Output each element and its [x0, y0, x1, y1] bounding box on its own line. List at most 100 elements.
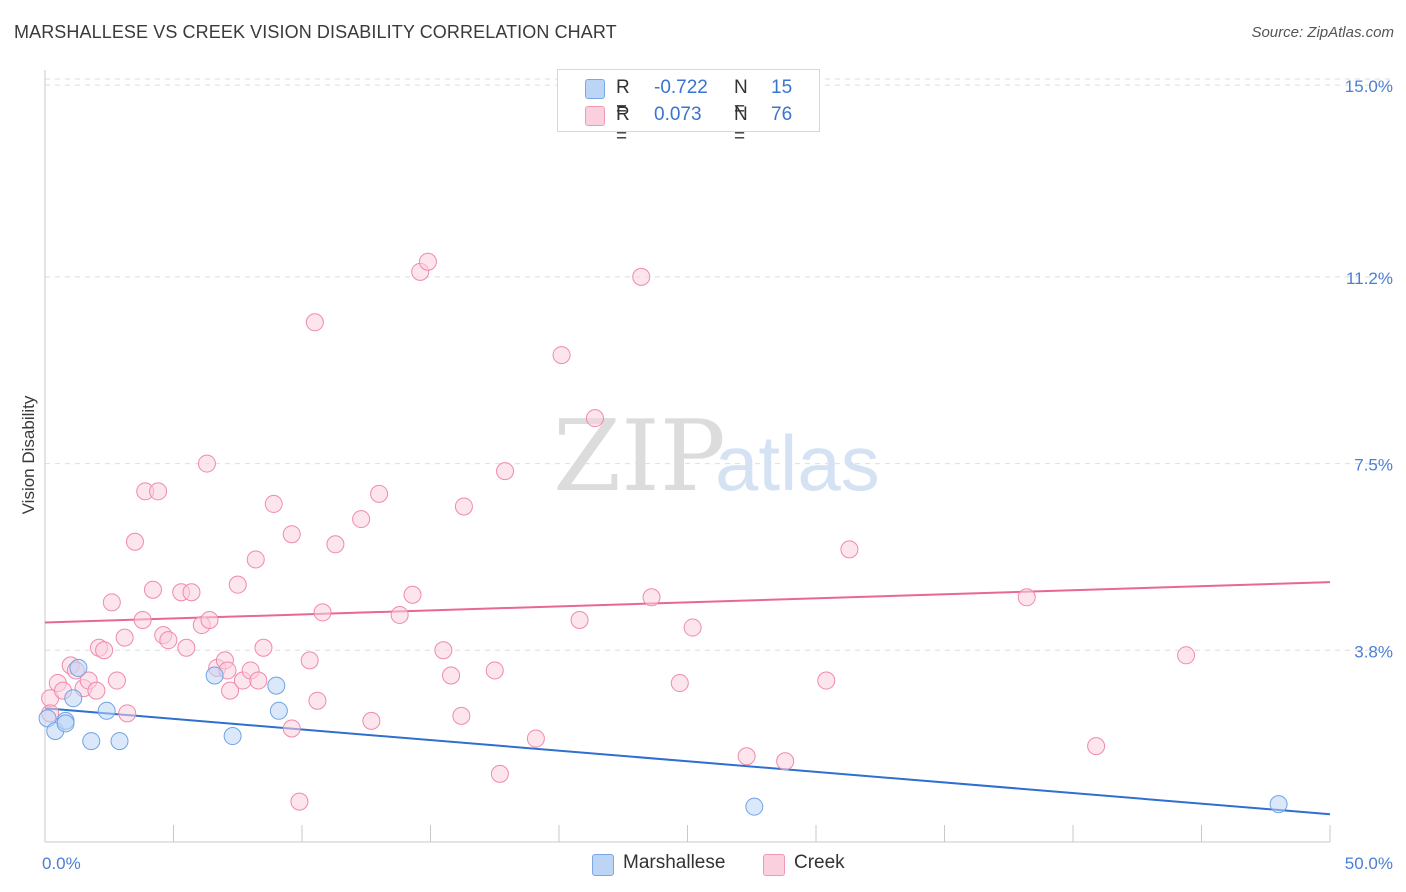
chart-source: Source: ZipAtlas.com	[1251, 24, 1394, 41]
point-creek-8	[87, 681, 106, 700]
point-creek-13	[115, 628, 134, 647]
legend-n-value: 15	[771, 77, 793, 98]
point-marshallese-10	[223, 727, 242, 746]
trend-line-marshallese	[44, 707, 1331, 816]
legend-swatch-creek	[763, 854, 785, 876]
point-marshallese-5	[69, 658, 88, 677]
point-creek-70	[776, 752, 795, 771]
legend-r-value: -0.722	[654, 77, 708, 98]
point-creek-62	[552, 346, 571, 365]
y-tick-label-2: 11.2%	[1346, 269, 1393, 288]
point-marshallese-14	[1269, 795, 1288, 814]
y-axis-label: Vision Disability	[19, 395, 38, 514]
point-creek-53	[418, 252, 437, 271]
legend-n-value: 76	[771, 104, 793, 125]
point-creek-65	[632, 267, 651, 286]
point-creek-24	[182, 583, 201, 602]
point-creek-36	[249, 671, 268, 690]
point-creek-54	[434, 641, 453, 660]
point-creek-16	[133, 610, 152, 629]
x-tick-label-0: 0.0%	[42, 854, 81, 873]
point-creek-69	[737, 747, 756, 766]
point-creek-46	[326, 535, 345, 554]
point-marshallese-6	[82, 732, 101, 751]
point-creek-56	[452, 706, 471, 725]
watermark-zip: ZIP	[553, 400, 726, 514]
legend-r-label: R =	[616, 77, 630, 120]
point-creek-38	[264, 494, 283, 513]
point-marshallese-11	[267, 676, 286, 695]
x-tick-label-1: 50.0%	[1345, 854, 1393, 873]
point-marshallese-7	[97, 701, 116, 720]
point-marshallese-12	[269, 701, 288, 720]
legend-swatch-marshallese	[592, 854, 614, 876]
point-creek-44	[308, 691, 327, 710]
point-creek-19	[149, 482, 168, 501]
y-tick-label-3: 15.0%	[1345, 77, 1393, 96]
trend-lines	[44, 581, 1331, 816]
point-marshallese-13	[745, 797, 764, 816]
point-creek-58	[485, 661, 504, 680]
y-tick-label-0: 3.8%	[1354, 642, 1393, 661]
chart-title: MARSHALLESE VS CREEK VISION DISABILITY C…	[14, 22, 617, 42]
point-creek-31	[221, 681, 240, 700]
y-tick-label-1: 7.5%	[1354, 456, 1393, 475]
point-creek-67	[670, 674, 689, 693]
point-creek-73	[1017, 588, 1036, 607]
point-marshallese-3	[56, 714, 75, 733]
point-creek-27	[200, 610, 219, 629]
trend-line-creek	[44, 581, 1331, 624]
point-creek-63	[570, 610, 589, 629]
point-creek-21	[159, 631, 178, 650]
point-creek-61	[526, 729, 545, 748]
point-creek-71	[817, 671, 836, 690]
point-creek-48	[362, 711, 381, 730]
point-marshallese-8	[110, 732, 129, 751]
legend-swatch-creek	[585, 106, 605, 126]
point-creek-10	[95, 641, 114, 660]
point-creek-51	[403, 585, 422, 604]
point-creek-12	[107, 671, 126, 690]
point-creek-50	[390, 605, 409, 624]
point-creek-43	[305, 313, 324, 332]
point-creek-55	[442, 666, 461, 685]
legend-r-value: 0.073	[654, 104, 702, 125]
legend-n-label: N =	[734, 77, 748, 120]
legend-n-label: N =	[734, 104, 748, 147]
point-creek-32	[228, 575, 247, 594]
legend-label-marshallese: Marshallese	[623, 852, 726, 873]
point-creek-64	[585, 409, 604, 428]
point-creek-40	[282, 525, 301, 544]
point-creek-15	[125, 532, 144, 551]
point-creek-41	[290, 792, 309, 811]
series-legend: Marshallese Creek	[0, 852, 1406, 878]
point-creek-47	[352, 510, 371, 529]
y-tick-labels: 3.8% 7.5% 11.2% 15.0%	[1345, 77, 1393, 661]
point-creek-68	[683, 618, 702, 637]
point-creek-45	[313, 603, 332, 622]
point-creek-49	[370, 484, 389, 503]
point-creek-74	[1087, 737, 1106, 756]
point-creek-59	[490, 764, 509, 783]
correlation-legend: R = -0.722 N = 15 R = 0.073 N = 76	[557, 69, 820, 147]
point-creek-23	[177, 638, 196, 657]
point-creek-42	[300, 651, 319, 670]
grid-lines	[45, 78, 1392, 651]
legend-r-label: R =	[616, 104, 630, 147]
point-marshallese-9	[205, 666, 224, 685]
legend-swatch-marshallese	[585, 79, 605, 99]
watermark: ZIP atlas	[553, 400, 880, 514]
point-creek-66	[642, 588, 661, 607]
point-creek-37	[254, 638, 273, 657]
point-creek-26	[197, 454, 216, 473]
point-creek-18	[143, 580, 162, 599]
point-creek-39	[282, 719, 301, 738]
legend-label-creek: Creek	[794, 852, 845, 873]
data-points	[38, 252, 1288, 816]
point-creek-14	[118, 704, 137, 723]
point-creek-75	[1177, 646, 1196, 665]
point-creek-60	[496, 462, 515, 481]
point-creek-11	[102, 593, 121, 612]
point-marshallese-4	[64, 689, 83, 708]
